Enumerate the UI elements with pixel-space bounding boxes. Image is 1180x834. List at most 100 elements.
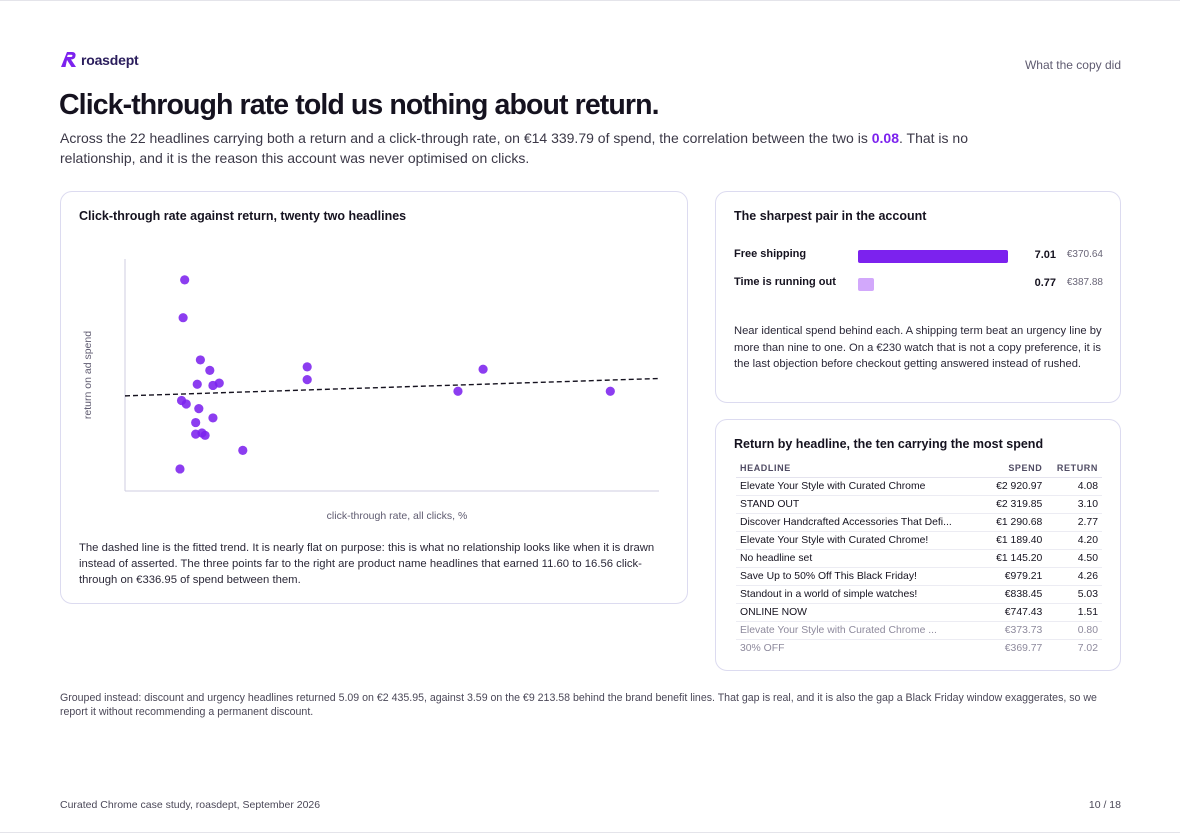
return-cell: 2.77 [1046, 513, 1102, 532]
table-row: Save Up to 50% Off This Black Friday! €97… [736, 567, 1102, 586]
top-rule [0, 0, 1180, 1]
scatter-point [478, 364, 488, 374]
scatter-card-title: Click-through rate against return, twent… [79, 209, 407, 223]
headline-cell: 30% OFF [740, 642, 785, 654]
pair-spend: €387.88 [1066, 277, 1103, 288]
scatter-point [302, 375, 312, 385]
spend-cell: €1 145.20 [984, 549, 1047, 568]
table-card-title: Return by headline, the ten carrying the… [734, 437, 1044, 451]
pair-row: Time is running out 0.77 €387.88 [734, 276, 1104, 292]
table-card: Return by headline, the ten carrying the… [715, 419, 1121, 671]
scatter-point [191, 417, 201, 428]
table-row: Elevate Your Style with Curated Chrome .… [736, 621, 1102, 640]
headline-cell: Save Up to 50% Off This Black Friday! [736, 567, 985, 586]
pair-bar [858, 250, 1008, 263]
footer-credit: Curated Chrome case study, roasdept, Sep… [60, 799, 321, 811]
scatter-point [205, 365, 215, 375]
scatter-point [238, 445, 248, 455]
lede-text-end: . That is no relationship, and it is the… [60, 130, 968, 166]
table-row: No headline set €1 145.20 4.50 [736, 549, 1102, 568]
headline-cell: No headline set [736, 549, 985, 568]
pair-value: 7.01 [1034, 249, 1056, 261]
correlation-value: 0.08 [871, 130, 899, 146]
table-row: ONLINE NOW €747.43 1.51 [736, 603, 1102, 622]
scatter-point [214, 378, 224, 388]
spend-cell: €1 290.68 [984, 513, 1047, 532]
spend-cell: €2 920.97 [984, 477, 1047, 496]
table-header-row: HEADLINE SPEND RETURN [736, 460, 1102, 478]
page-title: Click-through rate told us nothing about… [59, 89, 660, 121]
scatter-point [453, 386, 463, 396]
page-number: 10 / 18 [1088, 799, 1121, 811]
headline-table: HEADLINE SPEND RETURN Elevate Your Style… [736, 460, 1102, 657]
column-header-return: RETURN [1046, 460, 1102, 478]
return-cell: 3.10 [1046, 495, 1102, 514]
pair-value: 0.77 [1034, 277, 1056, 289]
return-cell: 7.02 [1077, 642, 1098, 654]
brand-name: roasdept [81, 51, 139, 68]
return-cell: 4.08 [1046, 477, 1102, 496]
footnote: Grouped instead: discount and urgency he… [60, 692, 1097, 718]
headline-cell: Elevate Your Style with Curated Chrome! [736, 531, 985, 550]
headline-cell: Discover Handcrafted Accessories That De… [736, 513, 985, 532]
scatter-point [191, 429, 201, 439]
lede-text-start: Across the 22 headlines carrying both a … [60, 130, 872, 146]
headline-cell: Standout in a world of simple watches! [736, 585, 985, 604]
scatter-point [180, 275, 190, 285]
headline-cell: Elevate Your Style with Curated Chrome [736, 477, 985, 496]
headline-cell: STAND OUT [736, 495, 985, 514]
lede-paragraph: Across the 22 headlines carrying both a … [60, 128, 1020, 168]
return-cell: 0.80 [1046, 621, 1102, 640]
trend-line [124, 377, 660, 397]
table-row: Discover Handcrafted Accessories That De… [736, 513, 1102, 532]
spend-cell: €979.21 [984, 567, 1047, 586]
scatter-point [181, 399, 191, 409]
table-row: Elevate Your Style with Curated Chrome €2… [736, 477, 1102, 496]
spend-cell: €838.45 [984, 585, 1047, 604]
return-cell: 5.03 [1046, 585, 1102, 604]
headline-cell: ONLINE NOW [736, 603, 985, 622]
scatter-point [302, 362, 312, 372]
pair-label: Time is running out [734, 276, 836, 288]
scatter-point [200, 430, 210, 440]
pair-card-title: The sharpest pair in the account [734, 209, 927, 223]
headline-cell: Elevate Your Style with Curated Chrome .… [736, 621, 985, 640]
scatter-point [195, 355, 205, 365]
pair-spend: €370.64 [1066, 249, 1103, 260]
return-cell: 1.51 [1046, 603, 1102, 622]
section-label: What the copy did [1024, 58, 1121, 72]
table-row: 30% OFF €369.77 7.02 [736, 639, 1102, 657]
return-cell: 4.50 [1046, 549, 1102, 568]
return-cell: 4.26 [1046, 567, 1102, 586]
spend-cell: €369.77 [1004, 642, 1043, 654]
scatter-point [192, 379, 202, 389]
y-axis-label: return on ad spend [82, 331, 94, 419]
pair-label: Free shipping [734, 248, 807, 260]
spend-cell: €2 319.85 [984, 495, 1047, 514]
scatter-point [175, 464, 185, 474]
table-row: STAND OUT €2 319.85 3.10 [736, 495, 1102, 514]
scatter-chart: return on ad spend click-through rate, a… [82, 259, 660, 522]
roasdept-logo-icon [61, 52, 76, 67]
scatter-card: Click-through rate against return, twent… [60, 191, 688, 604]
pair-row: Free shipping 7.01 €370.64 [734, 248, 1104, 264]
column-header-spend: SPEND [984, 460, 1047, 478]
scatter-point [605, 386, 615, 396]
spend-cell: €1 189.40 [984, 531, 1047, 550]
table-row: Standout in a world of simple watches! €8… [736, 585, 1102, 604]
spend-cell: €747.43 [984, 603, 1047, 622]
pair-note: Near identical spend behind each. A ship… [734, 325, 1102, 370]
x-axis-label: click-through rate, all clicks, % [327, 510, 468, 522]
return-cell: 4.20 [1046, 531, 1102, 550]
scatter-note: The dashed line is the fitted trend. It … [79, 542, 655, 586]
scatter-point [194, 404, 204, 414]
brand-logo: roasdept [60, 51, 139, 68]
spend-cell: €373.73 [984, 621, 1047, 640]
column-header-headline: HEADLINE [736, 460, 985, 478]
pair-bar [858, 278, 875, 291]
scatter-point [208, 413, 218, 423]
table-row: Elevate Your Style with Curated Chrome! €… [736, 531, 1102, 550]
pair-card: The sharpest pair in the account Free sh… [715, 191, 1121, 403]
scatter-point [178, 313, 188, 323]
bottom-rule [0, 832, 1180, 833]
